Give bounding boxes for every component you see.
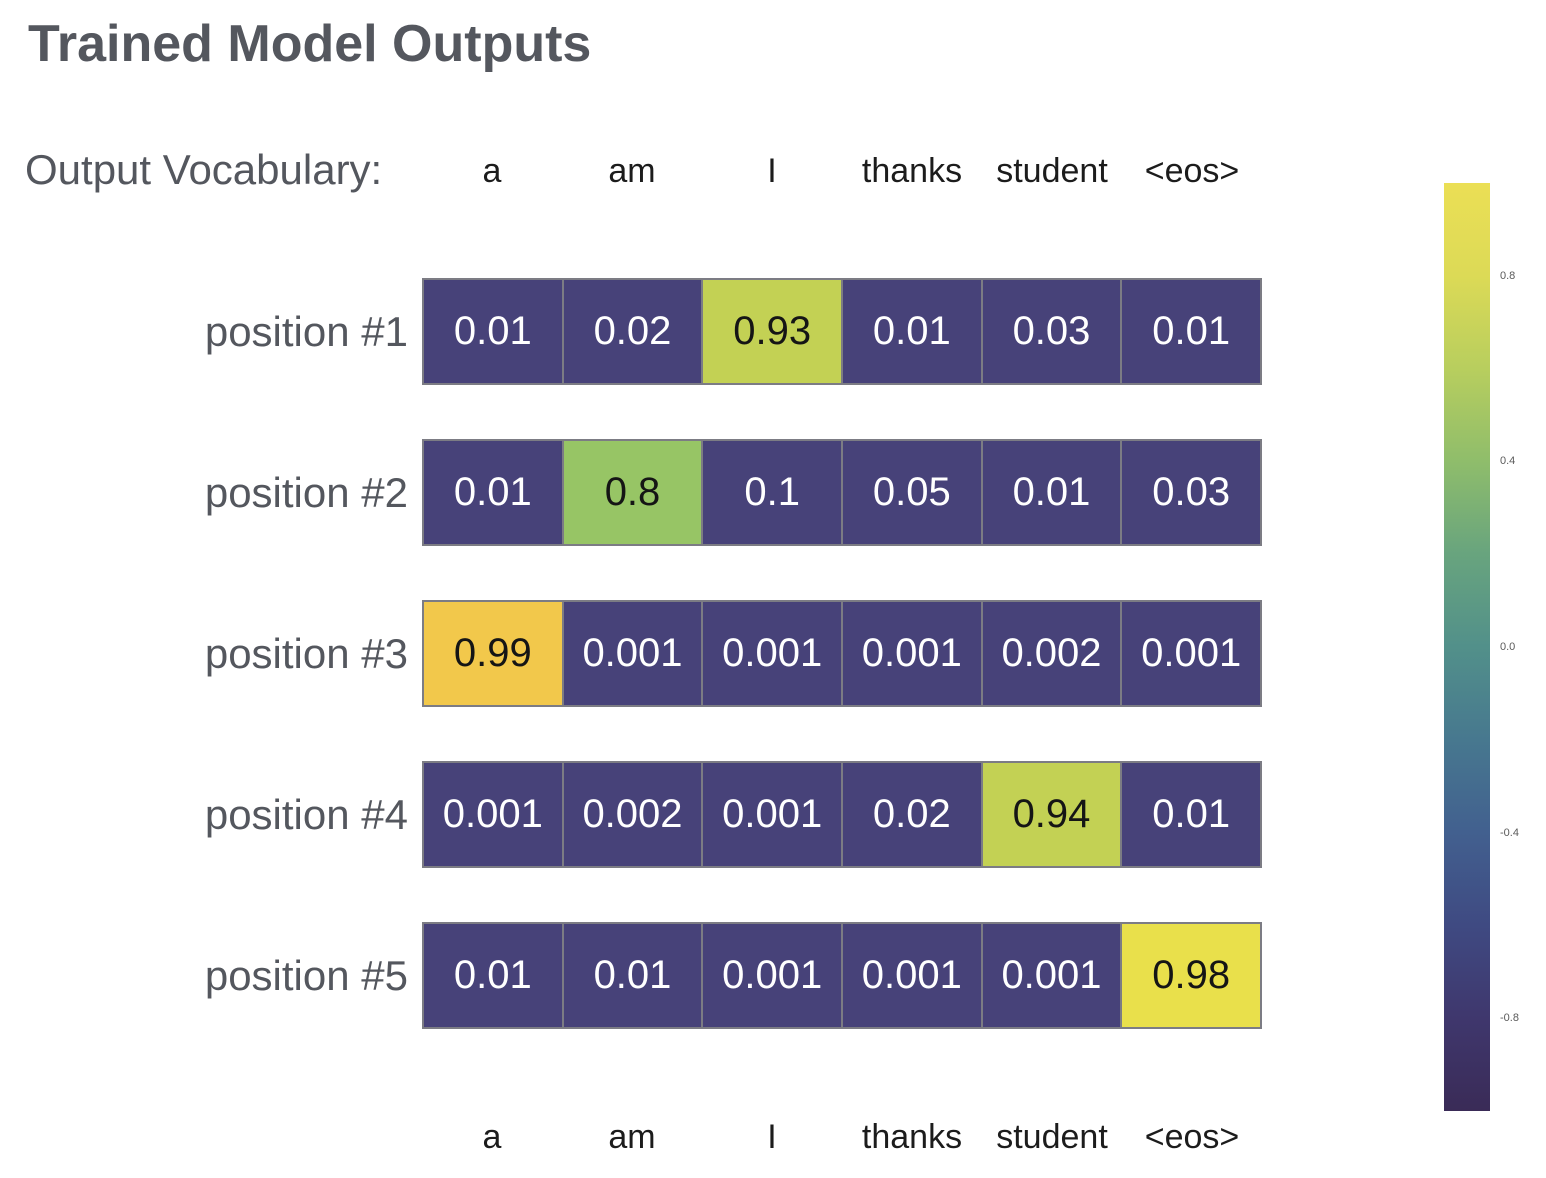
column-header: I: [767, 1118, 777, 1156]
heatmap-cell: 0.01: [1121, 762, 1261, 867]
column-header: a: [482, 1118, 502, 1156]
column-header: student: [996, 1118, 1108, 1156]
top-axis: a am I thanks student <eos>: [422, 152, 1262, 191]
heatmap-cell: 0.01: [423, 923, 563, 1028]
column-header: a: [482, 152, 502, 190]
heatmap-cell: 0.01: [842, 279, 982, 384]
heatmap-cell: 0.1: [702, 440, 842, 545]
colorbar-gradient: [1444, 183, 1490, 1111]
row-label: position #5: [204, 952, 408, 999]
colorbar-tick-label: -0.4: [1500, 826, 1519, 839]
heatmap-cell: 0.001: [1121, 601, 1261, 706]
output-vocabulary-label: Output Vocabulary:: [25, 146, 383, 193]
colorbar-tick-label: -0.8: [1500, 1012, 1519, 1025]
heatmap-cell: 0.8: [562, 440, 703, 545]
heatmap-cell: 0.01: [423, 279, 563, 384]
heatmap-cell: 0.02: [842, 762, 982, 867]
column-header: thanks: [861, 152, 963, 190]
row-label: position #2: [204, 469, 408, 516]
colorbar: [1444, 183, 1490, 1111]
row-cells: 0.01 0.02 0.93 0.01 0.03 0.01: [422, 278, 1262, 385]
heatmap-row: position #2 0.01 0.8 0.1 0.05 0.01 0.03: [0, 439, 1262, 546]
heatmap-cell: 0.001: [423, 762, 563, 867]
heatmap-cell: 0.03: [1121, 440, 1261, 545]
heatmap-cell: 0.94: [981, 762, 1122, 867]
colorbar-tick-label: 0.8: [1500, 269, 1516, 282]
heatmap-cell: 0.001: [702, 762, 842, 867]
heatmap-cell: 0.01: [562, 923, 703, 1028]
heatmap-cell: 0.001: [702, 601, 842, 706]
column-header: I: [767, 152, 777, 190]
heatmap-cell: 0.02: [562, 279, 703, 384]
heatmap-cell: 0.01: [423, 440, 563, 545]
heatmap-cell: 0.001: [842, 601, 982, 706]
heatmap-cell: 0.002: [981, 601, 1122, 706]
colorbar-ticks: 0.8 0.4 0.0 -0.4 -0.8: [1500, 183, 1544, 1111]
column-header: am: [608, 1118, 656, 1156]
column-header: student: [996, 152, 1108, 190]
heatmap-cell: 0.05: [842, 440, 982, 545]
heatmap-cell: 0.002: [562, 762, 703, 867]
row-cells: 0.01 0.01 0.001 0.001 0.001 0.98: [422, 922, 1262, 1029]
heatmap-cell: 0.001: [981, 923, 1122, 1028]
row-label: position #4: [204, 791, 408, 838]
heatmap-row: position #1 0.01 0.02 0.93 0.01 0.03 0.0…: [0, 278, 1262, 385]
row-label: position #3: [204, 630, 408, 677]
row-cells: 0.99 0.001 0.001 0.001 0.002 0.001: [422, 600, 1262, 707]
heatmap-row: position #3 0.99 0.001 0.001 0.001 0.002…: [0, 600, 1262, 707]
heatmap-cell: 0.93: [702, 279, 842, 384]
bottom-axis: a am I thanks student <eos>: [422, 1118, 1262, 1157]
heatmap-cell: 0.001: [842, 923, 982, 1028]
heatmap-cell: 0.98: [1121, 923, 1261, 1028]
colorbar-tick-label: 0.4: [1500, 455, 1516, 468]
heatmap-row: position #4 0.001 0.002 0.001 0.02 0.94 …: [0, 761, 1262, 868]
column-header: am: [608, 152, 656, 190]
heatmap-cell: 0.99: [423, 601, 563, 706]
heatmap-cell: 0.001: [702, 923, 842, 1028]
row-cells: 0.001 0.002 0.001 0.02 0.94 0.01: [422, 761, 1262, 868]
page-title: Trained Model Outputs: [28, 15, 592, 73]
column-header: thanks: [861, 1118, 963, 1156]
heatmap-cell: 0.001: [562, 601, 703, 706]
heatmap-row: position #5 0.01 0.01 0.001 0.001 0.001 …: [0, 922, 1262, 1029]
heatmap-cell: 0.01: [981, 440, 1122, 545]
column-header: <eos>: [1144, 152, 1240, 190]
heatmap-cell: 0.01: [1121, 279, 1261, 384]
colorbar-tick-label: 0.0: [1500, 641, 1516, 653]
row-cells: 0.01 0.8 0.1 0.05 0.01 0.03: [422, 439, 1262, 546]
column-header: <eos>: [1144, 1118, 1240, 1156]
heatmap-cell: 0.03: [981, 279, 1122, 384]
row-label: position #1: [204, 308, 408, 355]
